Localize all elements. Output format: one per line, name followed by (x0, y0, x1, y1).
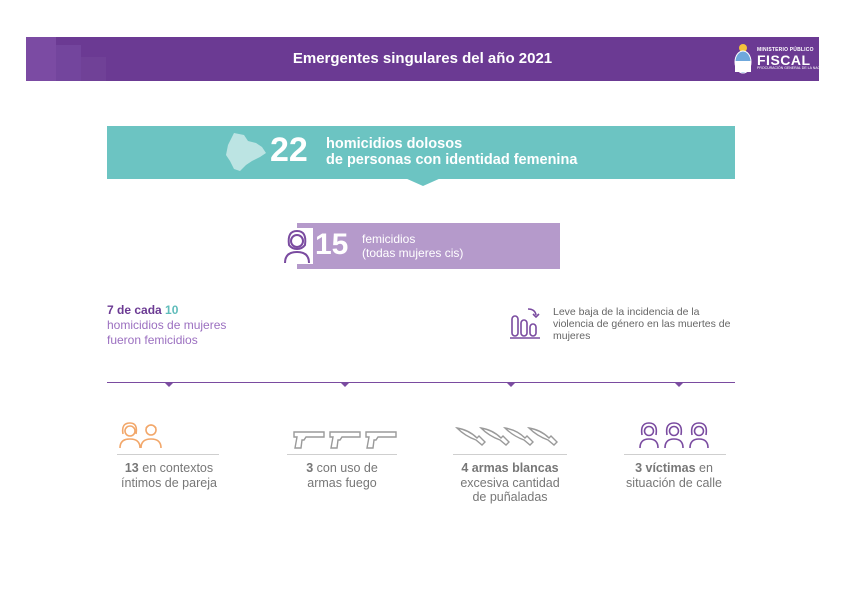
banner-pointer (405, 178, 441, 186)
woman-icon (639, 422, 709, 449)
province-map-icon (226, 133, 266, 171)
ratio-stat: 7 de cada 10 homicidios de mujeres fuero… (107, 303, 327, 348)
guns-text-1: con uso de (313, 461, 378, 475)
couple-text-1: en contextos (138, 461, 214, 475)
femicides-text-2: (todas mujeres cis) (362, 246, 464, 260)
divider-tick (164, 382, 174, 387)
category-underline (117, 454, 219, 455)
homicides-text-1: homicidios dolosos (326, 136, 463, 152)
category-knives: 4 armas blancas excesiva cantidad de puñ… (446, 461, 574, 505)
divider-tick (506, 382, 516, 387)
page-title: Emergentes singulares del año 2021 (292, 50, 553, 67)
ministry-logo: MINISTERIO PÚBLICO FISCAL PROCURACIÓN GE… (733, 41, 826, 77)
couple-icon (119, 422, 162, 449)
femicides-box (297, 223, 560, 269)
femicides-text-1: femicidios (362, 232, 416, 246)
ratio-line-2: homicidios de mujeres (107, 318, 227, 332)
header-bar: Emergentes singulares del año 2021 MINIS… (26, 37, 826, 81)
homeless-count: 3 víctimas (635, 461, 696, 475)
logo-line-1: MINISTERIO PÚBLICO (757, 47, 814, 53)
guns-count: 3 (306, 461, 314, 475)
logo-line-2: FISCAL (757, 52, 811, 68)
knives-text-3: de puñaladas (472, 490, 548, 504)
knives-count: 4 armas blancas (461, 461, 559, 475)
homicides-text-2: de personas con identidad femenina (326, 152, 578, 168)
decrease-chart-icon (510, 308, 540, 339)
category-guns: 3 con uso de armas fuego (280, 461, 404, 490)
category-underline (624, 454, 726, 455)
category-homeless: 3 víctimas en situación de calle (610, 461, 738, 490)
couple-text-2: íntimos de pareja (121, 475, 217, 490)
knives-text-2: excesiva cantidad (460, 475, 560, 490)
guns-text-2: armas fuego (307, 475, 377, 490)
knife-icon (455, 426, 558, 446)
woman-icon (281, 228, 313, 264)
category-couple: 13 en contextos íntimos de pareja (107, 461, 231, 490)
category-underline (453, 454, 567, 455)
ratio-num: 7 (107, 303, 114, 317)
coat-of-arms-icon (734, 44, 752, 74)
divider-tick (674, 382, 684, 387)
trend-text: Leve baja de la incidencia de la violenc… (553, 306, 731, 342)
gun-icon (293, 431, 397, 449)
homicides-banner (107, 126, 735, 179)
homeless-text-2: situación de calle (626, 475, 722, 490)
category-underline (287, 454, 397, 455)
logo-line-3: PROCURACIÓN GENERAL DE LA NACIÓN (757, 66, 827, 70)
homicides-number: 22 (270, 131, 308, 169)
section-divider (107, 382, 735, 383)
divider-tick (340, 382, 350, 387)
ratio-den: 10 (165, 303, 179, 317)
couple-count: 13 (124, 461, 139, 475)
ratio-mid: de cada (113, 303, 166, 317)
header-decoration (26, 37, 106, 81)
ratio-line-3: fueron femicidios (107, 333, 198, 347)
homeless-text-1: en (695, 461, 713, 475)
femicides-number: 15 (315, 228, 349, 261)
